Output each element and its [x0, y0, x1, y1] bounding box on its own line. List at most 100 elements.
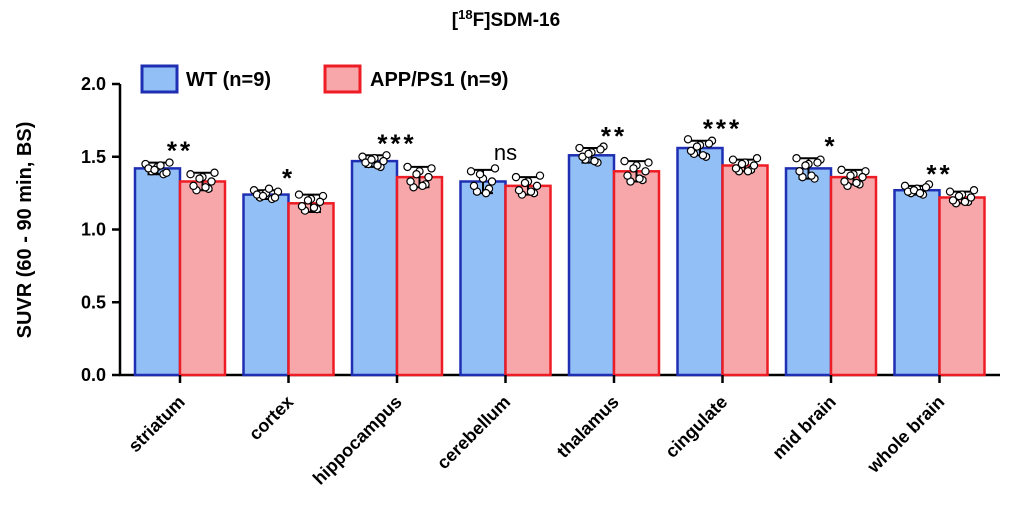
significance-label: *** [377, 128, 416, 158]
data-point [704, 139, 714, 148]
category-label: cortex [245, 392, 297, 444]
data-point [635, 174, 644, 183]
data-point [948, 196, 958, 205]
data-point [752, 154, 762, 163]
significance-label: ns [494, 140, 517, 165]
data-point [623, 171, 632, 180]
data-point [150, 165, 159, 175]
data-point [210, 168, 219, 177]
category-label: cerebellum [433, 392, 514, 473]
legend: WT (n=9) APP/PS1 (n=9) [140, 64, 508, 94]
data-point [749, 161, 759, 170]
chart-title-prefix: [ [452, 10, 459, 31]
data-point [418, 181, 427, 191]
y-tick-label: 2.0 [81, 74, 106, 94]
significance-label: ** [601, 121, 627, 151]
data-point [379, 156, 388, 166]
data-point [186, 170, 195, 179]
y-tick-label: 0.5 [81, 292, 106, 312]
legend-swatch-wt [140, 64, 179, 94]
y-tick-label: 0.0 [81, 365, 106, 385]
data-point [520, 178, 530, 188]
legend-label-app-ps1: APP/PS1 (n=9) [370, 69, 508, 91]
data-point [189, 181, 198, 191]
data-point [620, 156, 629, 166]
y-tick-label: 1.5 [81, 147, 106, 167]
data-point [698, 151, 708, 160]
bar-app-ps1 [287, 202, 335, 377]
data-point [837, 165, 846, 175]
category-label: hippocampus [309, 392, 406, 489]
data-point [490, 164, 500, 173]
chart-title-suffix: F]SDM-16 [473, 10, 561, 31]
bar-app-ps1 [938, 196, 986, 377]
bar-app-ps1 [829, 175, 878, 377]
bar-app-ps1 [721, 164, 769, 377]
legend-swatch-app-ps1 [323, 64, 362, 94]
category-label: cingulate [661, 392, 731, 462]
data-point [526, 187, 536, 196]
data-point [641, 167, 650, 176]
data-point [596, 145, 605, 154]
y-axis-label: SUVR (60 - 90 min, BS) [14, 122, 36, 339]
data-point [514, 186, 524, 195]
data-point [852, 178, 861, 188]
bar-wt [893, 188, 941, 377]
data-point [584, 149, 593, 159]
data-point [424, 172, 433, 182]
category-label: thalamus [553, 392, 623, 462]
data-point [309, 203, 319, 212]
data-point [469, 181, 479, 191]
data-point [692, 142, 702, 151]
significance-label: * [282, 163, 295, 193]
data-point [575, 143, 584, 153]
bar-wt [350, 159, 399, 377]
data-point [969, 186, 979, 195]
data-point [264, 184, 274, 193]
bar-wt [242, 193, 290, 377]
data-point [207, 177, 216, 186]
data-point [297, 202, 307, 211]
data-point [373, 161, 382, 170]
data-point [532, 181, 542, 191]
data-point [270, 193, 280, 202]
legend-label-wt: WT (n=9) [186, 69, 271, 91]
category-label: striatum [124, 392, 188, 456]
data-point [945, 187, 955, 196]
chart-title: [18F]SDM-16 [452, 7, 560, 31]
data-point [966, 193, 976, 202]
data-point [315, 197, 325, 207]
data-point [644, 158, 653, 167]
significance-label: *** [703, 114, 742, 144]
significance-label: * [824, 131, 837, 161]
data-point [683, 135, 693, 144]
data-point [406, 177, 415, 186]
data-point [487, 177, 497, 186]
data-point [728, 155, 738, 164]
data-point [960, 197, 970, 207]
significance-label: ** [167, 136, 193, 166]
data-point [201, 183, 210, 192]
data-point [813, 158, 822, 167]
y-tick-label: 1.0 [81, 220, 106, 240]
data-point [801, 161, 810, 170]
data-point [858, 172, 867, 182]
data-point [258, 191, 268, 201]
bar-app-ps1 [178, 180, 227, 377]
bar-wt [784, 167, 833, 377]
bar-wt [567, 154, 616, 377]
data-point [840, 177, 849, 186]
data-point [156, 161, 165, 170]
chart-title-superscript: 18 [458, 7, 472, 22]
data-point [535, 171, 545, 180]
data-point [846, 171, 855, 180]
data-point [165, 158, 174, 167]
data-point [915, 188, 925, 198]
data-point [807, 171, 816, 180]
data-point [403, 162, 412, 172]
bar-wt [133, 167, 182, 377]
data-point [162, 168, 171, 177]
data-point [686, 146, 696, 156]
data-point [511, 172, 521, 182]
